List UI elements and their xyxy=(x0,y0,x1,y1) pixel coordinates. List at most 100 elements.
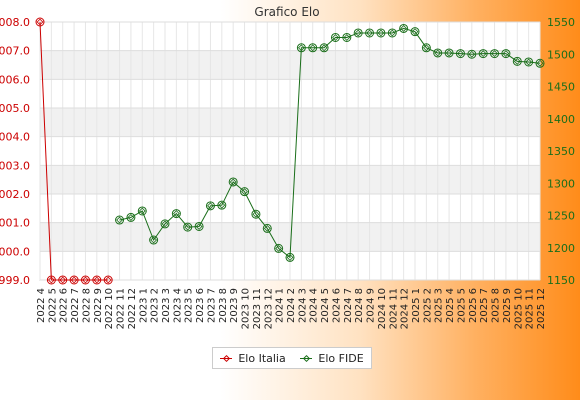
right-tick-label: 1400 xyxy=(547,113,575,126)
data-point-marker xyxy=(377,29,385,37)
data-point xyxy=(160,219,170,229)
data-point-marker xyxy=(161,220,169,228)
legend-item-elo-fide: Elo FIDE xyxy=(300,352,364,365)
right-tick-label: 1350 xyxy=(547,145,575,158)
left-tick-label: 1002.0 xyxy=(0,188,30,201)
data-point xyxy=(126,212,136,222)
data-point xyxy=(353,28,363,38)
left-tick-label: 999.0 xyxy=(0,274,30,287)
x-tick-label: 2023 9 xyxy=(229,288,240,323)
data-point-marker xyxy=(343,34,351,41)
chart-title: Grafico Elo xyxy=(254,5,319,19)
data-point-marker xyxy=(70,276,78,284)
x-tick-label: 2024 2 xyxy=(286,288,297,323)
series-line xyxy=(119,27,541,259)
data-point-marker xyxy=(138,207,146,215)
x-tick-label: 2023 10 xyxy=(241,288,252,329)
x-tick-label: 2025 8 xyxy=(491,288,502,323)
x-tick-label: 2023 1 xyxy=(138,288,149,323)
data-point-marker xyxy=(127,214,135,221)
data-point-marker xyxy=(218,201,226,209)
left-tick-label: 1000.0 xyxy=(0,245,30,258)
data-point-marker xyxy=(252,210,260,218)
x-tick-label: 2025 12 xyxy=(536,288,547,329)
data-point xyxy=(69,275,79,285)
series-elo-fide xyxy=(115,23,545,262)
x-tick-label: 2024 11 xyxy=(388,288,399,329)
x-tick-label: 2023 11 xyxy=(252,288,263,329)
data-point xyxy=(285,252,295,262)
data-point xyxy=(171,209,181,219)
legend-swatch-elo-italia xyxy=(220,357,233,359)
data-point-marker xyxy=(263,225,271,232)
left-tick-label: 1008.0 xyxy=(0,16,30,29)
data-point xyxy=(421,43,431,53)
x-tick-label: 2023 6 xyxy=(195,288,206,323)
left-tick-label: 1005.0 xyxy=(0,102,30,115)
x-tick-label: 2024 4 xyxy=(309,288,320,323)
x-tick-label: 2024 7 xyxy=(343,288,354,323)
left-tick-label: 1003.0 xyxy=(0,159,30,172)
data-point xyxy=(274,243,284,253)
data-point xyxy=(330,32,340,42)
right-tick-label: 1450 xyxy=(547,81,575,94)
x-tick-label: 2025 1 xyxy=(411,288,422,323)
data-point-marker xyxy=(195,223,203,230)
left-tick-label: 1007.0 xyxy=(0,45,30,58)
x-tick-label: 2024 3 xyxy=(297,288,308,323)
series-line xyxy=(39,21,109,281)
data-point-marker xyxy=(366,29,373,37)
left-tick-label: 1001.0 xyxy=(0,217,30,230)
data-point xyxy=(501,49,511,59)
data-point xyxy=(103,275,113,285)
x-tick-label: 2023 5 xyxy=(184,288,195,323)
data-point-marker xyxy=(184,223,192,231)
data-point-marker xyxy=(320,44,328,52)
data-point-marker xyxy=(513,57,521,65)
data-point-marker xyxy=(411,28,419,36)
data-point-marker xyxy=(525,58,533,66)
data-point-marker xyxy=(82,276,89,284)
data-point-marker xyxy=(150,236,158,244)
data-point xyxy=(444,48,454,58)
right-tick-label: 1150 xyxy=(547,274,575,287)
data-point xyxy=(46,275,56,285)
data-point-marker xyxy=(297,44,305,52)
data-point xyxy=(228,177,238,187)
x-tick-label: 2024 12 xyxy=(400,288,411,329)
data-point xyxy=(478,49,488,59)
x-tick-label: 2022 6 xyxy=(59,288,70,323)
data-point xyxy=(455,49,465,59)
legend: Elo Italia Elo FIDE xyxy=(212,347,372,369)
data-point-marker xyxy=(47,276,55,284)
data-point-marker xyxy=(275,245,283,252)
data-point xyxy=(535,58,545,68)
right-tick-label: 1550 xyxy=(547,16,575,29)
right-tick-label: 1200 xyxy=(547,242,575,255)
x-axis-ticks: 2022 4 2022 5 2022 6 2022 7 2022 8 2022 9 2022… xyxy=(36,288,547,329)
x-tick-label: 2022 4 xyxy=(36,288,47,323)
x-tick-label: 2025 4 xyxy=(445,288,456,323)
data-point-marker xyxy=(468,50,476,58)
data-point xyxy=(410,27,420,37)
x-tick-label: 2025 10 xyxy=(513,288,524,329)
data-point xyxy=(80,275,90,285)
data-point-marker xyxy=(332,34,339,41)
data-point xyxy=(308,43,318,53)
x-tick-label: 2025 2 xyxy=(422,288,433,323)
data-point-marker xyxy=(502,50,510,57)
data-point xyxy=(194,221,204,231)
x-tick-label: 2023 2 xyxy=(150,288,161,323)
x-tick-label: 2022 9 xyxy=(93,288,104,323)
x-tick-label: 2025 6 xyxy=(468,288,479,323)
data-point-marker xyxy=(457,50,464,57)
data-point-marker xyxy=(434,49,442,57)
legend-item-elo-italia: Elo Italia xyxy=(220,351,286,365)
legend-label-elo-italia: Elo Italia xyxy=(238,351,286,365)
x-tick-label: 2022 11 xyxy=(116,288,127,329)
data-point xyxy=(92,275,102,285)
data-point xyxy=(58,275,68,285)
data-point xyxy=(205,201,215,211)
